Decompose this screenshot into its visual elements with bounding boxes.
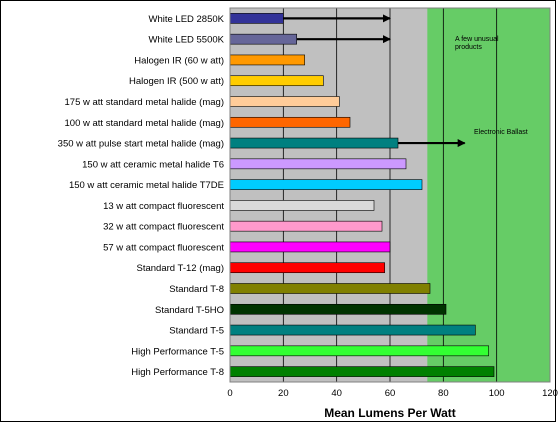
category-label: Standard T-12 (mag) — [137, 263, 224, 274]
category-label: 150 w att ceramic metal halide T7DE — [69, 180, 224, 191]
category-label: 150 w att ceramic metal halide T6 — [82, 159, 224, 170]
x-tick-labels: 0 20 40 60 80 100 120 — [227, 388, 558, 399]
category-labels: White LED 2850K White LED 5500K Halogen IR… — [58, 14, 225, 378]
x-tick-label: 100 — [489, 388, 505, 399]
category-label: 100 w att standard metal halide (mag) — [65, 118, 224, 129]
gridlines — [282, 8, 498, 382]
bar — [229, 366, 495, 377]
annotation-text: Electronic Ballast — [474, 129, 528, 136]
plot-border — [229, 7, 551, 383]
category-label: Standard T-8 — [169, 284, 224, 295]
category-label: 32 w att compact fluorescent — [103, 222, 224, 233]
x-tick-label: 0 — [227, 388, 232, 399]
bar — [229, 137, 399, 149]
bar — [229, 241, 391, 253]
bar — [229, 345, 489, 357]
annotation-text: A few unusual products — [455, 36, 499, 51]
category-label: White LED 2850K — [148, 14, 224, 25]
category-label: 350 w att pulse start metal halide (mag) — [58, 139, 224, 150]
category-label: Standard T-5 — [169, 326, 224, 337]
category-label: White LED 5500K — [148, 35, 224, 46]
bar — [229, 116, 351, 128]
bar — [229, 54, 305, 66]
bar — [229, 200, 375, 211]
category-label: Halogen IR (60 w att) — [134, 55, 224, 66]
bar — [229, 96, 340, 107]
bar — [229, 220, 383, 232]
category-label: High Performance T-8 — [131, 367, 224, 378]
bar — [229, 13, 284, 24]
bar — [229, 33, 297, 45]
annotations: A few unusual products Electronic Ballast — [283, 14, 528, 148]
category-label: Standard T-5HO — [155, 305, 224, 316]
category-label: 57 w att compact fluorescent — [103, 242, 224, 253]
bar — [229, 179, 423, 190]
bar — [229, 75, 324, 87]
x-tick-label: 60 — [385, 388, 396, 399]
category-label: Halogen IR (500 w att) — [129, 76, 224, 87]
x-axis-title: Mean Lumens Per Watt — [324, 406, 456, 420]
bar — [229, 303, 447, 315]
x-tick-label: 40 — [331, 388, 342, 399]
bar — [229, 324, 476, 336]
x-tick-label: 20 — [278, 388, 289, 399]
bar — [229, 262, 385, 274]
bar — [229, 158, 407, 170]
highlight-region — [427, 8, 550, 382]
x-tick-label: 120 — [542, 388, 558, 399]
category-label: 13 w att compact fluorescent — [103, 201, 224, 212]
category-label: 175 w att standard metal halide (mag) — [65, 97, 224, 108]
x-tick-label: 80 — [438, 388, 449, 399]
category-label: High Performance T-5 — [131, 346, 224, 357]
bar — [229, 283, 431, 294]
